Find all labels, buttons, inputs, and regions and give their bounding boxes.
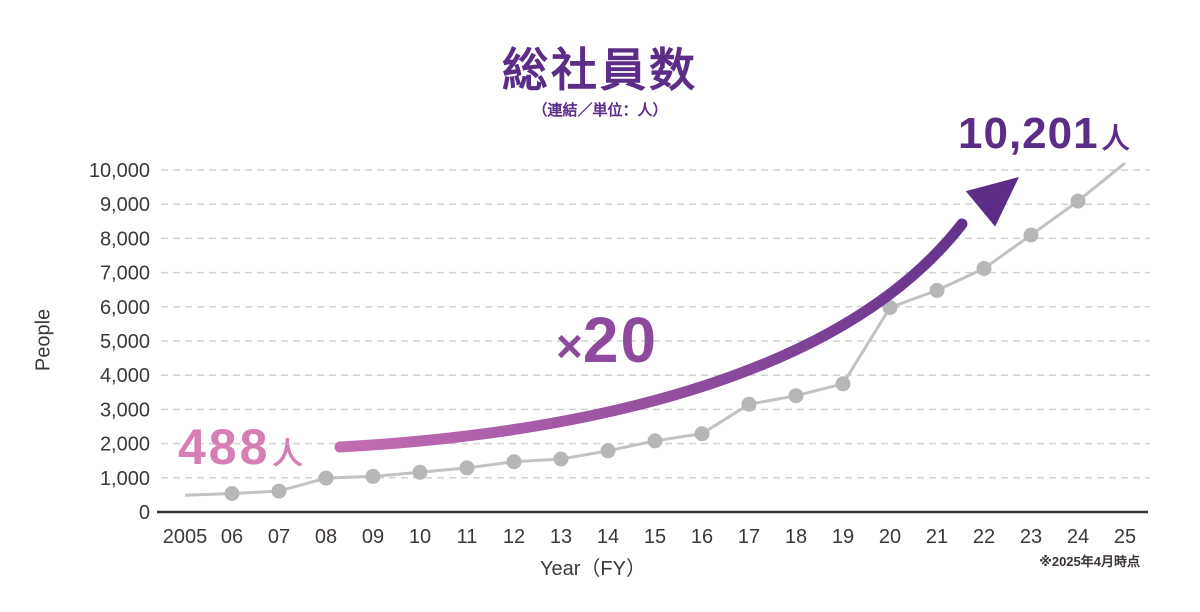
footnote: ※2025年4月時点: [1039, 554, 1140, 569]
chart-subtitle: （連結／単位：人）: [532, 102, 668, 119]
data-point-marker: [600, 443, 616, 459]
y-axis-title: People: [32, 308, 55, 372]
x-tick-label: 24: [1067, 526, 1089, 548]
x-tick-label: 22: [973, 526, 995, 548]
data-point-marker: [694, 426, 710, 442]
growth-arrow-shaft: [334, 218, 968, 453]
data-point-marker: [271, 483, 287, 499]
data-point-marker: [976, 261, 992, 276]
end-value-number: 10,201: [958, 109, 1099, 158]
y-tick-label: 7,000: [100, 263, 150, 285]
x-tick-label: 20: [879, 526, 901, 548]
x-tick-label: 15: [644, 526, 666, 548]
x-tick-label: 09: [362, 526, 384, 548]
x-tick-label: 18: [785, 526, 807, 548]
data-point-marker: [553, 451, 569, 467]
data-point-marker: [929, 282, 945, 298]
data-point-marker: [1023, 227, 1039, 243]
y-tick-label: 4,000: [100, 365, 150, 387]
end-value-annotation: 10,201 人: [958, 112, 1130, 156]
y-tick-label: 3,000: [100, 399, 150, 421]
y-tick-label: 1,000: [100, 468, 150, 490]
x-tick-label: 16: [691, 526, 713, 548]
start-value-unit: 人: [272, 438, 303, 471]
y-tick-label: 5,000: [100, 331, 150, 353]
data-point-marker: [506, 454, 522, 470]
x-axis-title: Year（FY）: [540, 558, 646, 580]
x-tick-label: 10: [409, 526, 431, 548]
growth-arrow-head: [965, 177, 1019, 227]
multiplier-number: 20: [582, 304, 659, 376]
x-tick-label: 23: [1020, 526, 1042, 548]
multiplier-sign: ×: [556, 320, 583, 372]
y-tick-label: 10,000: [89, 160, 150, 182]
data-point-marker: [835, 376, 851, 392]
x-tick-label: 08: [315, 526, 337, 548]
chart-title: 総社員数: [502, 44, 698, 96]
x-tick-label: 06: [221, 526, 243, 548]
end-value-unit: 人: [1101, 123, 1130, 154]
data-point-marker: [647, 433, 663, 449]
data-point-marker: [365, 468, 381, 484]
x-tick-label: 21: [926, 526, 948, 548]
data-point-marker: [1070, 193, 1086, 209]
x-tick-label: 14: [597, 526, 619, 548]
data-point-marker: [459, 460, 475, 476]
x-tick-label: 19: [832, 526, 854, 548]
growth-multiplier-annotation: ×20: [556, 308, 658, 372]
start-value-number: 488: [178, 419, 271, 475]
x-tick-label: 2005: [163, 526, 208, 548]
x-tick-label: 07: [268, 526, 290, 548]
y-tick-label: 9,000: [100, 194, 150, 216]
data-point-marker: [882, 300, 898, 315]
y-tick-label: 0: [139, 502, 150, 524]
start-value-annotation: 488人: [178, 422, 302, 472]
x-tick-label: 13: [550, 526, 572, 548]
x-tick-label: 12: [503, 526, 525, 548]
data-point-marker: [318, 470, 334, 486]
y-tick-label: 2,000: [100, 434, 150, 456]
y-tick-label: 8,000: [100, 228, 150, 250]
x-tick-label: 25: [1114, 526, 1136, 548]
data-point-marker: [224, 486, 240, 501]
x-tick-label: 17: [738, 526, 760, 548]
x-tick-label: 11: [457, 526, 478, 548]
data-point-marker: [412, 464, 428, 480]
data-point-marker: [741, 396, 757, 412]
y-tick-label: 6,000: [100, 297, 150, 319]
data-point-marker: [788, 388, 804, 404]
